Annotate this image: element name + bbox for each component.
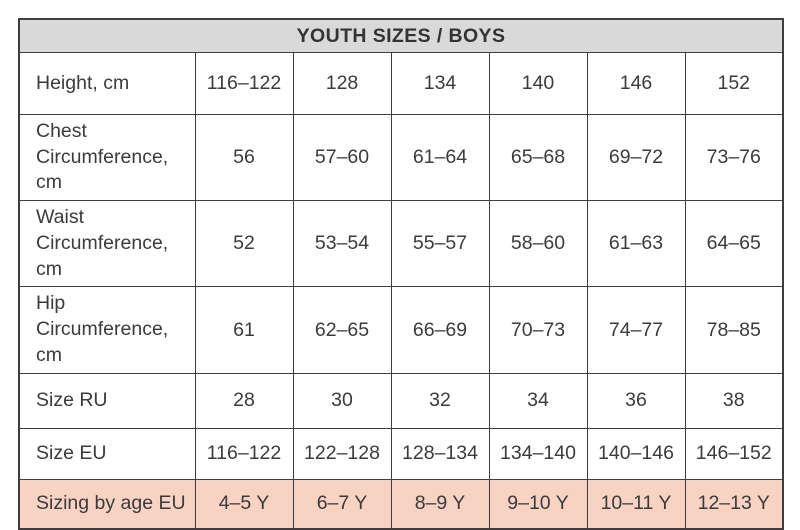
cell-value: 69–72 [586, 113, 686, 202]
cell-value: 66–69 [390, 286, 490, 374]
cell-value: 122–128 [292, 427, 392, 480]
cell-value: 61 [194, 286, 294, 374]
cell-value: 64–65 [684, 200, 784, 288]
cell-value: 128 [292, 52, 392, 115]
cell-value: 61–63 [586, 200, 686, 288]
cell-value: 116–122 [194, 52, 294, 115]
cell-value: 62–65 [292, 286, 392, 374]
row-label-size-ru: Size RU [18, 372, 196, 429]
row-label-chest: Chest Circumference, cm [18, 113, 196, 202]
cell-value: 30 [292, 372, 392, 429]
cell-value: 8–9 Y [390, 478, 490, 530]
row-label-size-eu: Size EU [18, 427, 196, 480]
cell-value: 28 [194, 372, 294, 429]
cell-value: 55–57 [390, 200, 490, 288]
cell-value: 74–77 [586, 286, 686, 374]
cell-value: 78–85 [684, 286, 784, 374]
cell-value: 52 [194, 200, 294, 288]
cell-value: 146–152 [684, 427, 784, 480]
cell-value: 9–10 Y [488, 478, 588, 530]
cell-value: 73–76 [684, 113, 784, 202]
cell-value: 134 [390, 52, 490, 115]
cell-value: 6–7 Y [292, 478, 392, 530]
table-row: Height, cm 116–122 128 134 140 146 152 [18, 52, 784, 115]
cell-value: 4–5 Y [194, 478, 294, 530]
cell-value: 57–60 [292, 113, 392, 202]
row-label-hip: Hip Circumference, cm [18, 286, 196, 374]
cell-value: 58–60 [488, 200, 588, 288]
cell-value: 36 [586, 372, 686, 429]
table-row: Size RU 28 30 32 34 36 38 [18, 372, 784, 429]
table-title: YOUTH SIZES / BOYS [18, 18, 784, 53]
cell-value: 38 [684, 372, 784, 429]
row-label-waist: Waist Circumference, cm [18, 200, 196, 288]
table-title-row: YOUTH SIZES / BOYS [18, 18, 784, 53]
table-row: Waist Circumference, cm 52 53–54 55–57 5… [18, 200, 784, 288]
cell-value: 140–146 [586, 427, 686, 480]
cell-value: 146 [586, 52, 686, 115]
cell-value: 32 [390, 372, 490, 429]
cell-value: 10–11 Y [586, 478, 686, 530]
cell-value: 116–122 [194, 427, 294, 480]
row-label-height: Height, cm [18, 52, 196, 115]
cell-value: 61–64 [390, 113, 490, 202]
cell-value: 12–13 Y [684, 478, 784, 530]
cell-value: 53–54 [292, 200, 392, 288]
cell-value: 134–140 [488, 427, 588, 480]
cell-value: 70–73 [488, 286, 588, 374]
size-chart: YOUTH SIZES / BOYS Height, cm 116–122 12… [18, 18, 784, 530]
table-row: Hip Circumference, cm 61 62–65 66–69 70–… [18, 286, 784, 374]
table-row: Size EU 116–122 122–128 128–134 134–140 … [18, 427, 784, 480]
cell-value: 140 [488, 52, 588, 115]
table-row-highlighted: Sizing by age EU 4–5 Y 6–7 Y 8–9 Y 9–10 … [18, 478, 784, 530]
row-label-sizing-by-age: Sizing by age EU [18, 478, 196, 530]
cell-value: 65–68 [488, 113, 588, 202]
cell-value: 56 [194, 113, 294, 202]
cell-value: 128–134 [390, 427, 490, 480]
table-row: Chest Circumference, cm 56 57–60 61–64 6… [18, 113, 784, 202]
cell-value: 34 [488, 372, 588, 429]
size-table: YOUTH SIZES / BOYS Height, cm 116–122 12… [18, 18, 784, 530]
cell-value: 152 [684, 52, 784, 115]
